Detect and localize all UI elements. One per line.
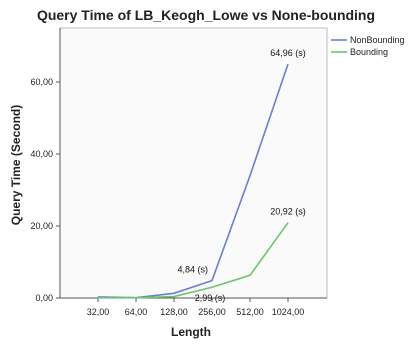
- x-tick-label: 256,00: [198, 307, 226, 317]
- data-label: 4,84 (s): [177, 265, 208, 275]
- data-label: 64,96 (s): [270, 48, 306, 58]
- x-axis-title: Length: [171, 325, 211, 339]
- plot-area: [59, 27, 328, 299]
- y-tick-label: 0,00: [35, 293, 53, 303]
- x-tick-label: 32,00: [87, 307, 110, 317]
- data-label: 2,99 (s): [195, 293, 226, 303]
- x-tick-label: 64,00: [125, 307, 148, 317]
- series-line-bounding: [98, 222, 289, 299]
- data-label: 20,92 (s): [270, 207, 306, 217]
- y-axis-title: Query Time (Second): [9, 105, 23, 225]
- y-tick-label: 60,00: [30, 77, 53, 87]
- y-tick-label: 20,00: [30, 221, 53, 231]
- y-tick-label: 40,00: [30, 149, 53, 159]
- chart-title: Query Time of LB_Keogh_Lowe vs None-boun…: [37, 7, 375, 23]
- legend-label: NonBounding: [350, 35, 405, 45]
- x-tick-label: 1024,00: [272, 307, 305, 317]
- legend-label: Bounding: [350, 47, 388, 57]
- x-tick-label: 512,00: [236, 307, 264, 317]
- x-tick-label: 128,00: [160, 307, 188, 317]
